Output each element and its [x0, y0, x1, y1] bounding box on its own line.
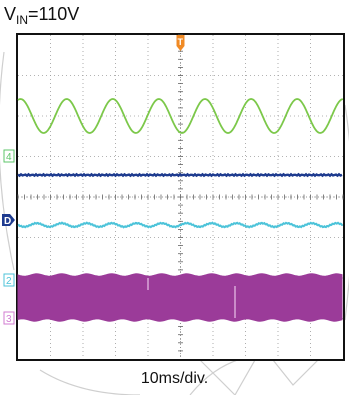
waveforms	[17, 98, 344, 322]
trigger-arrow	[176, 35, 185, 51]
x-axis-label: 10ms/div.	[140, 370, 209, 387]
series-chD-dc	[17, 172, 343, 178]
channel-marker-label: 4	[6, 152, 12, 163]
channel-marker-label: D	[4, 216, 11, 227]
title-v: V	[4, 4, 17, 24]
bg-arc-left	[0, 51, 15, 271]
series-ch4-sine	[17, 98, 344, 134]
trigger-marker: T	[176, 35, 185, 51]
series-ch2-ripple	[17, 221, 343, 229]
channel-marker-label: 3	[6, 314, 12, 325]
bg-arc-right	[344, 104, 349, 321]
title-subscript: IN	[16, 13, 29, 27]
channel-marker-label: 2	[6, 276, 12, 287]
channel-markers: 4 D 2 3	[2, 149, 15, 325]
channel-marker-3	[3, 311, 15, 325]
title-value: =110V	[28, 4, 80, 24]
channel-marker-4	[3, 149, 15, 163]
channel-marker-D	[2, 214, 15, 226]
trigger-label: T	[178, 37, 184, 47]
series-ch3-switching	[17, 273, 343, 322]
chart-title: VIN=110V	[4, 3, 79, 31]
channel-marker-2	[3, 273, 15, 287]
